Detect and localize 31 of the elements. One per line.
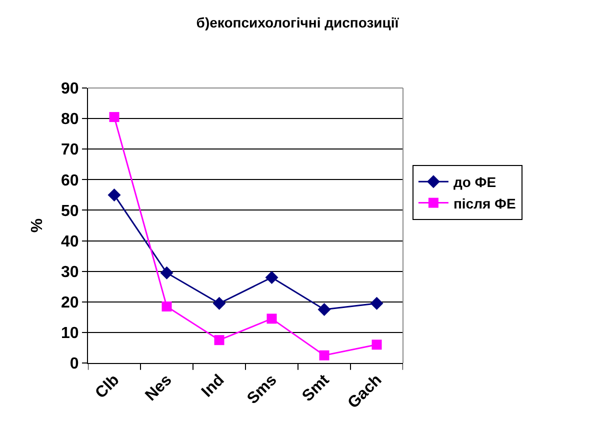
point — [265, 270, 278, 284]
point — [372, 340, 382, 350]
x-tick-label: Ind — [198, 372, 228, 401]
point — [319, 350, 330, 360]
point — [214, 335, 224, 346]
y-tick-label: 70 — [61, 142, 79, 159]
point — [212, 296, 226, 310]
y-tick-label: 20 — [61, 294, 79, 312]
point — [162, 301, 172, 312]
y-tick-label: 50 — [61, 202, 79, 220]
point — [266, 314, 277, 324]
point — [109, 112, 120, 122]
x-tick-label: Sms — [244, 372, 280, 408]
x-tick-label: Smt — [299, 371, 334, 406]
point — [108, 188, 121, 202]
y-tick-label: 10 — [61, 325, 79, 342]
chart-title: б)екопсихологічні диспозиції — [196, 14, 400, 30]
y-tick-label: 0 — [70, 356, 79, 373]
point — [318, 303, 331, 316]
point — [370, 296, 384, 310]
y-tick-label: 60 — [61, 172, 79, 190]
point — [160, 266, 174, 280]
y-tick-label: 30 — [61, 264, 79, 281]
x-tick-label: Nes — [142, 372, 176, 404]
y-tick-label: 80 — [61, 111, 79, 128]
y-tick-label: 40 — [61, 233, 79, 250]
y-tick-label: 90 — [61, 80, 79, 98]
y-axis-title: % — [28, 218, 46, 233]
legend-label: після ФЕ — [453, 195, 516, 212]
legend-label: до ФЕ — [453, 174, 496, 190]
x-tick-label: Clb — [92, 372, 123, 402]
